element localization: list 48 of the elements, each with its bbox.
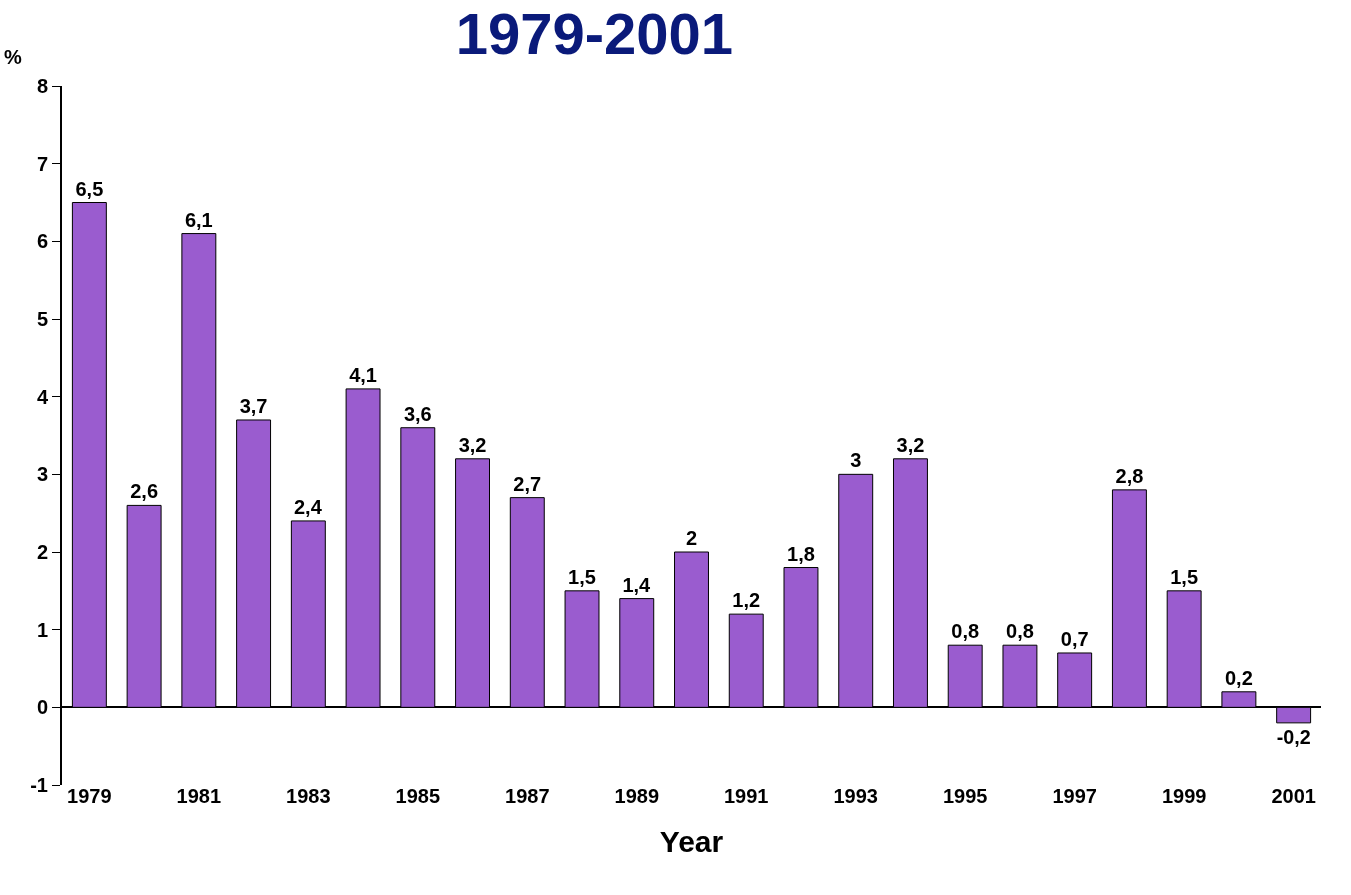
data-label: 0,8: [1006, 620, 1034, 643]
x-tick-label: 1993: [833, 784, 878, 807]
data-label: 2,6: [130, 480, 159, 503]
data-label: 2,7: [513, 472, 542, 495]
x-tick-label: 1997: [1052, 784, 1097, 807]
data-label: 2,4: [293, 495, 323, 518]
data-label: 1,5: [1170, 565, 1199, 588]
data-label: 1,5: [568, 565, 596, 588]
data-label: 3: [850, 449, 862, 472]
x-tick-label: 1999: [1161, 784, 1207, 807]
x-tick-label: 1979: [67, 784, 112, 807]
data-label: 2: [685, 527, 698, 549]
y-tick-label: 8: [36, 75, 48, 97]
data-label: 4,1: [349, 363, 377, 386]
y-tick-label: 7: [36, 152, 48, 175]
data-label: 3,6: [403, 402, 432, 425]
y-tick-label: 6: [36, 230, 48, 253]
x-axis-title: Year: [659, 825, 724, 858]
data-label: 6,1: [184, 208, 213, 231]
data-label: 1,4: [622, 573, 652, 596]
data-label: 0,8: [951, 620, 980, 643]
data-label: 1,8: [787, 542, 815, 565]
chart-title: 1979-2001: [455, 1, 734, 67]
y-tick-label: 0: [36, 696, 48, 719]
y-tick-label: 4: [36, 385, 49, 408]
data-label: 2,8: [1115, 464, 1144, 487]
x-tick-label: 1987: [505, 784, 550, 807]
y-tick-label: 1: [36, 618, 48, 641]
data-label: -0,2: [1276, 725, 1311, 748]
x-tick-label: 2001: [1271, 784, 1316, 807]
data-label: 0,7: [1060, 627, 1089, 650]
y-tick-label: 5: [36, 308, 48, 330]
x-tick-label: 1995: [942, 784, 988, 807]
y-tick-label: 3: [36, 463, 48, 486]
data-label: 3,2: [458, 433, 487, 456]
data-label: 1,2: [732, 589, 761, 612]
x-tick-label: 1981: [176, 784, 222, 807]
data-label: 3,7: [239, 394, 268, 417]
x-tick-label: 1989: [614, 784, 660, 807]
x-tick-label: 1991: [723, 784, 769, 807]
x-tick-label: 1983: [286, 784, 331, 807]
data-label: 0,2: [1224, 666, 1253, 689]
y-tick-label: 2: [36, 541, 48, 563]
data-label: 6,5: [75, 177, 104, 200]
x-tick-label: 1985: [395, 784, 441, 807]
y-axis-title: %: [4, 46, 22, 68]
y-tick-label: -1: [30, 774, 48, 796]
data-label: 3,2: [896, 433, 925, 456]
